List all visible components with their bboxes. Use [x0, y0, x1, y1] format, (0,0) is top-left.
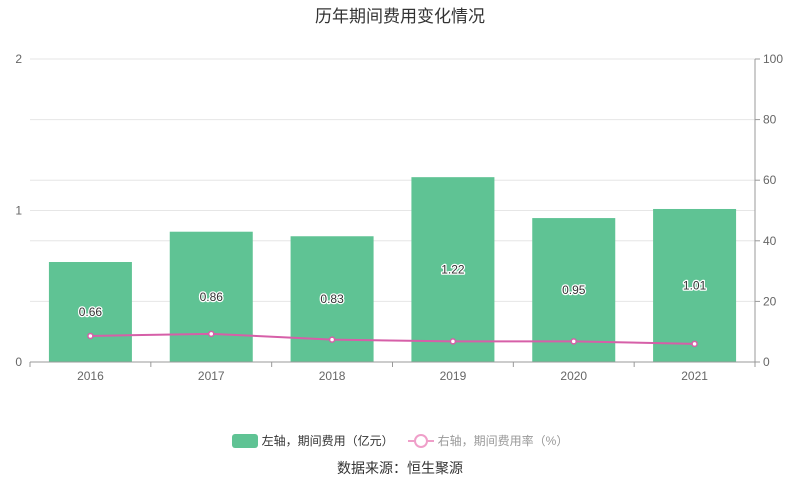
left-axis-tick-label: 2 — [15, 52, 22, 66]
line-series — [87, 330, 698, 348]
bar-2016 — [48, 262, 132, 362]
line-point-2016 — [87, 332, 94, 340]
line-point-2017 — [208, 330, 215, 338]
bar-value-label-2018: 0.83 — [320, 292, 344, 306]
x-axis-tick-label: 2018 — [319, 369, 346, 383]
right-axis-tick-label: 0 — [763, 355, 770, 369]
line-point-2019 — [449, 338, 457, 345]
x-axis-tick-label: 2021 — [681, 369, 708, 383]
bar-value-label-2020: 0.95 — [562, 283, 586, 297]
line-point-2020 — [570, 338, 577, 345]
grid-lines — [30, 58, 755, 363]
right-axis-tick-label: 60 — [763, 173, 777, 187]
legend-line-label: 右轴，期间费用率（%） — [437, 434, 569, 448]
legend-item-bar[interactable]: 左轴，期间费用（亿元） — [231, 432, 394, 449]
left-axis: 0 1 2 — [15, 52, 22, 369]
x-axis-tick-label: 2020 — [560, 369, 587, 383]
bar-2019 — [411, 177, 495, 362]
line-series-path — [90, 332, 695, 345]
right-axis: 0 20 40 60 80 100 — [754, 52, 783, 369]
x-axis-tick-label: 2017 — [198, 369, 225, 383]
right-axis-tick-label: 80 — [763, 113, 777, 127]
legend-bar-swatch — [231, 433, 258, 448]
x-axis: 2016 2017 2018 2019 2020 2021 — [29, 361, 756, 383]
source-note: 数据来源：恒生聚源 — [337, 460, 463, 476]
bar-2017 — [169, 231, 253, 362]
right-axis-tick-label: 40 — [763, 234, 777, 248]
left-axis-tick-label: 0 — [15, 355, 22, 369]
right-axis-tick-label: 20 — [763, 294, 777, 308]
bar-series: 0.66 0.86 0.83 1.22 0.95 1.01 — [48, 177, 737, 362]
bar-value-label-2021: 1.01 — [683, 278, 707, 292]
x-axis-tick-label: 2016 — [77, 369, 104, 383]
x-axis-tick-label: 2019 — [440, 369, 467, 383]
bar-value-label-2019: 1.22 — [441, 263, 465, 277]
bar-value-label-2016: 0.66 — [79, 305, 103, 319]
legend: 左轴，期间费用（亿元） 右轴，期间费用率（%） — [0, 432, 800, 449]
legend-bar-label: 左轴，期间费用（亿元） — [261, 434, 394, 448]
left-axis-tick-label: 1 — [15, 204, 22, 218]
line-point-2021 — [691, 340, 698, 348]
bar-2021 — [653, 208, 737, 362]
bar-value-label-2017: 0.86 — [200, 290, 224, 304]
chart-title: 历年期间费用变化情况 — [315, 7, 485, 26]
line-point-2018 — [328, 336, 336, 343]
legend-item-line[interactable]: 右轴，期间费用率（%） — [407, 432, 569, 449]
right-axis-tick-label: 100 — [763, 52, 783, 66]
bar-2020 — [532, 218, 616, 362]
legend-line-swatch — [407, 433, 434, 448]
